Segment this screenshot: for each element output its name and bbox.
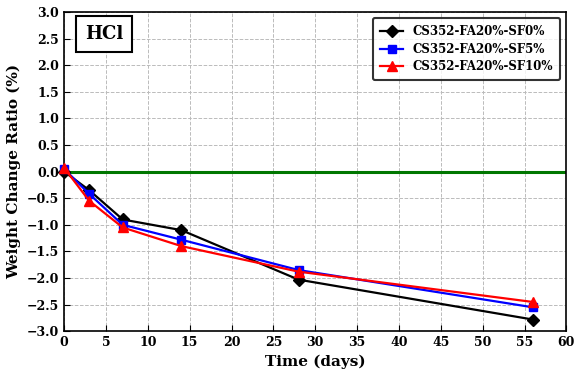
Line: CS352-FA20%-SF0%: CS352-FA20%-SF0% (60, 167, 537, 324)
CS352-FA20%-SF10% (295, 269, 302, 274)
CS352-FA20%-SF10% (61, 165, 68, 170)
Line: CS352-FA20%-SF5%: CS352-FA20%-SF5% (60, 165, 537, 311)
Y-axis label: Weight Change Ratio (%): Weight Change Ratio (%) (7, 64, 22, 279)
CS352-FA20%-SF5% (178, 238, 185, 242)
CS352-FA20%-SF0% (61, 169, 68, 174)
CS352-FA20%-SF5% (119, 223, 126, 227)
CS352-FA20%-SF0% (295, 277, 302, 282)
CS352-FA20%-SF10% (119, 225, 126, 230)
Text: HCl: HCl (85, 25, 123, 43)
CS352-FA20%-SF5% (530, 305, 537, 309)
CS352-FA20%-SF10% (178, 244, 185, 249)
CS352-FA20%-SF10% (86, 199, 93, 203)
CS352-FA20%-SF0% (119, 217, 126, 222)
Legend: CS352-FA20%-SF0%, CS352-FA20%-SF5%, CS352-FA20%-SF10%: CS352-FA20%-SF0%, CS352-FA20%-SF5%, CS35… (372, 18, 560, 80)
CS352-FA20%-SF10% (530, 300, 537, 304)
CS352-FA20%-SF5% (295, 268, 302, 272)
CS352-FA20%-SF5% (61, 167, 68, 171)
Line: CS352-FA20%-SF10%: CS352-FA20%-SF10% (59, 163, 538, 307)
CS352-FA20%-SF0% (86, 188, 93, 193)
CS352-FA20%-SF5% (86, 192, 93, 196)
X-axis label: Time (days): Time (days) (265, 355, 365, 369)
CS352-FA20%-SF0% (178, 228, 185, 232)
CS352-FA20%-SF0% (530, 317, 537, 322)
